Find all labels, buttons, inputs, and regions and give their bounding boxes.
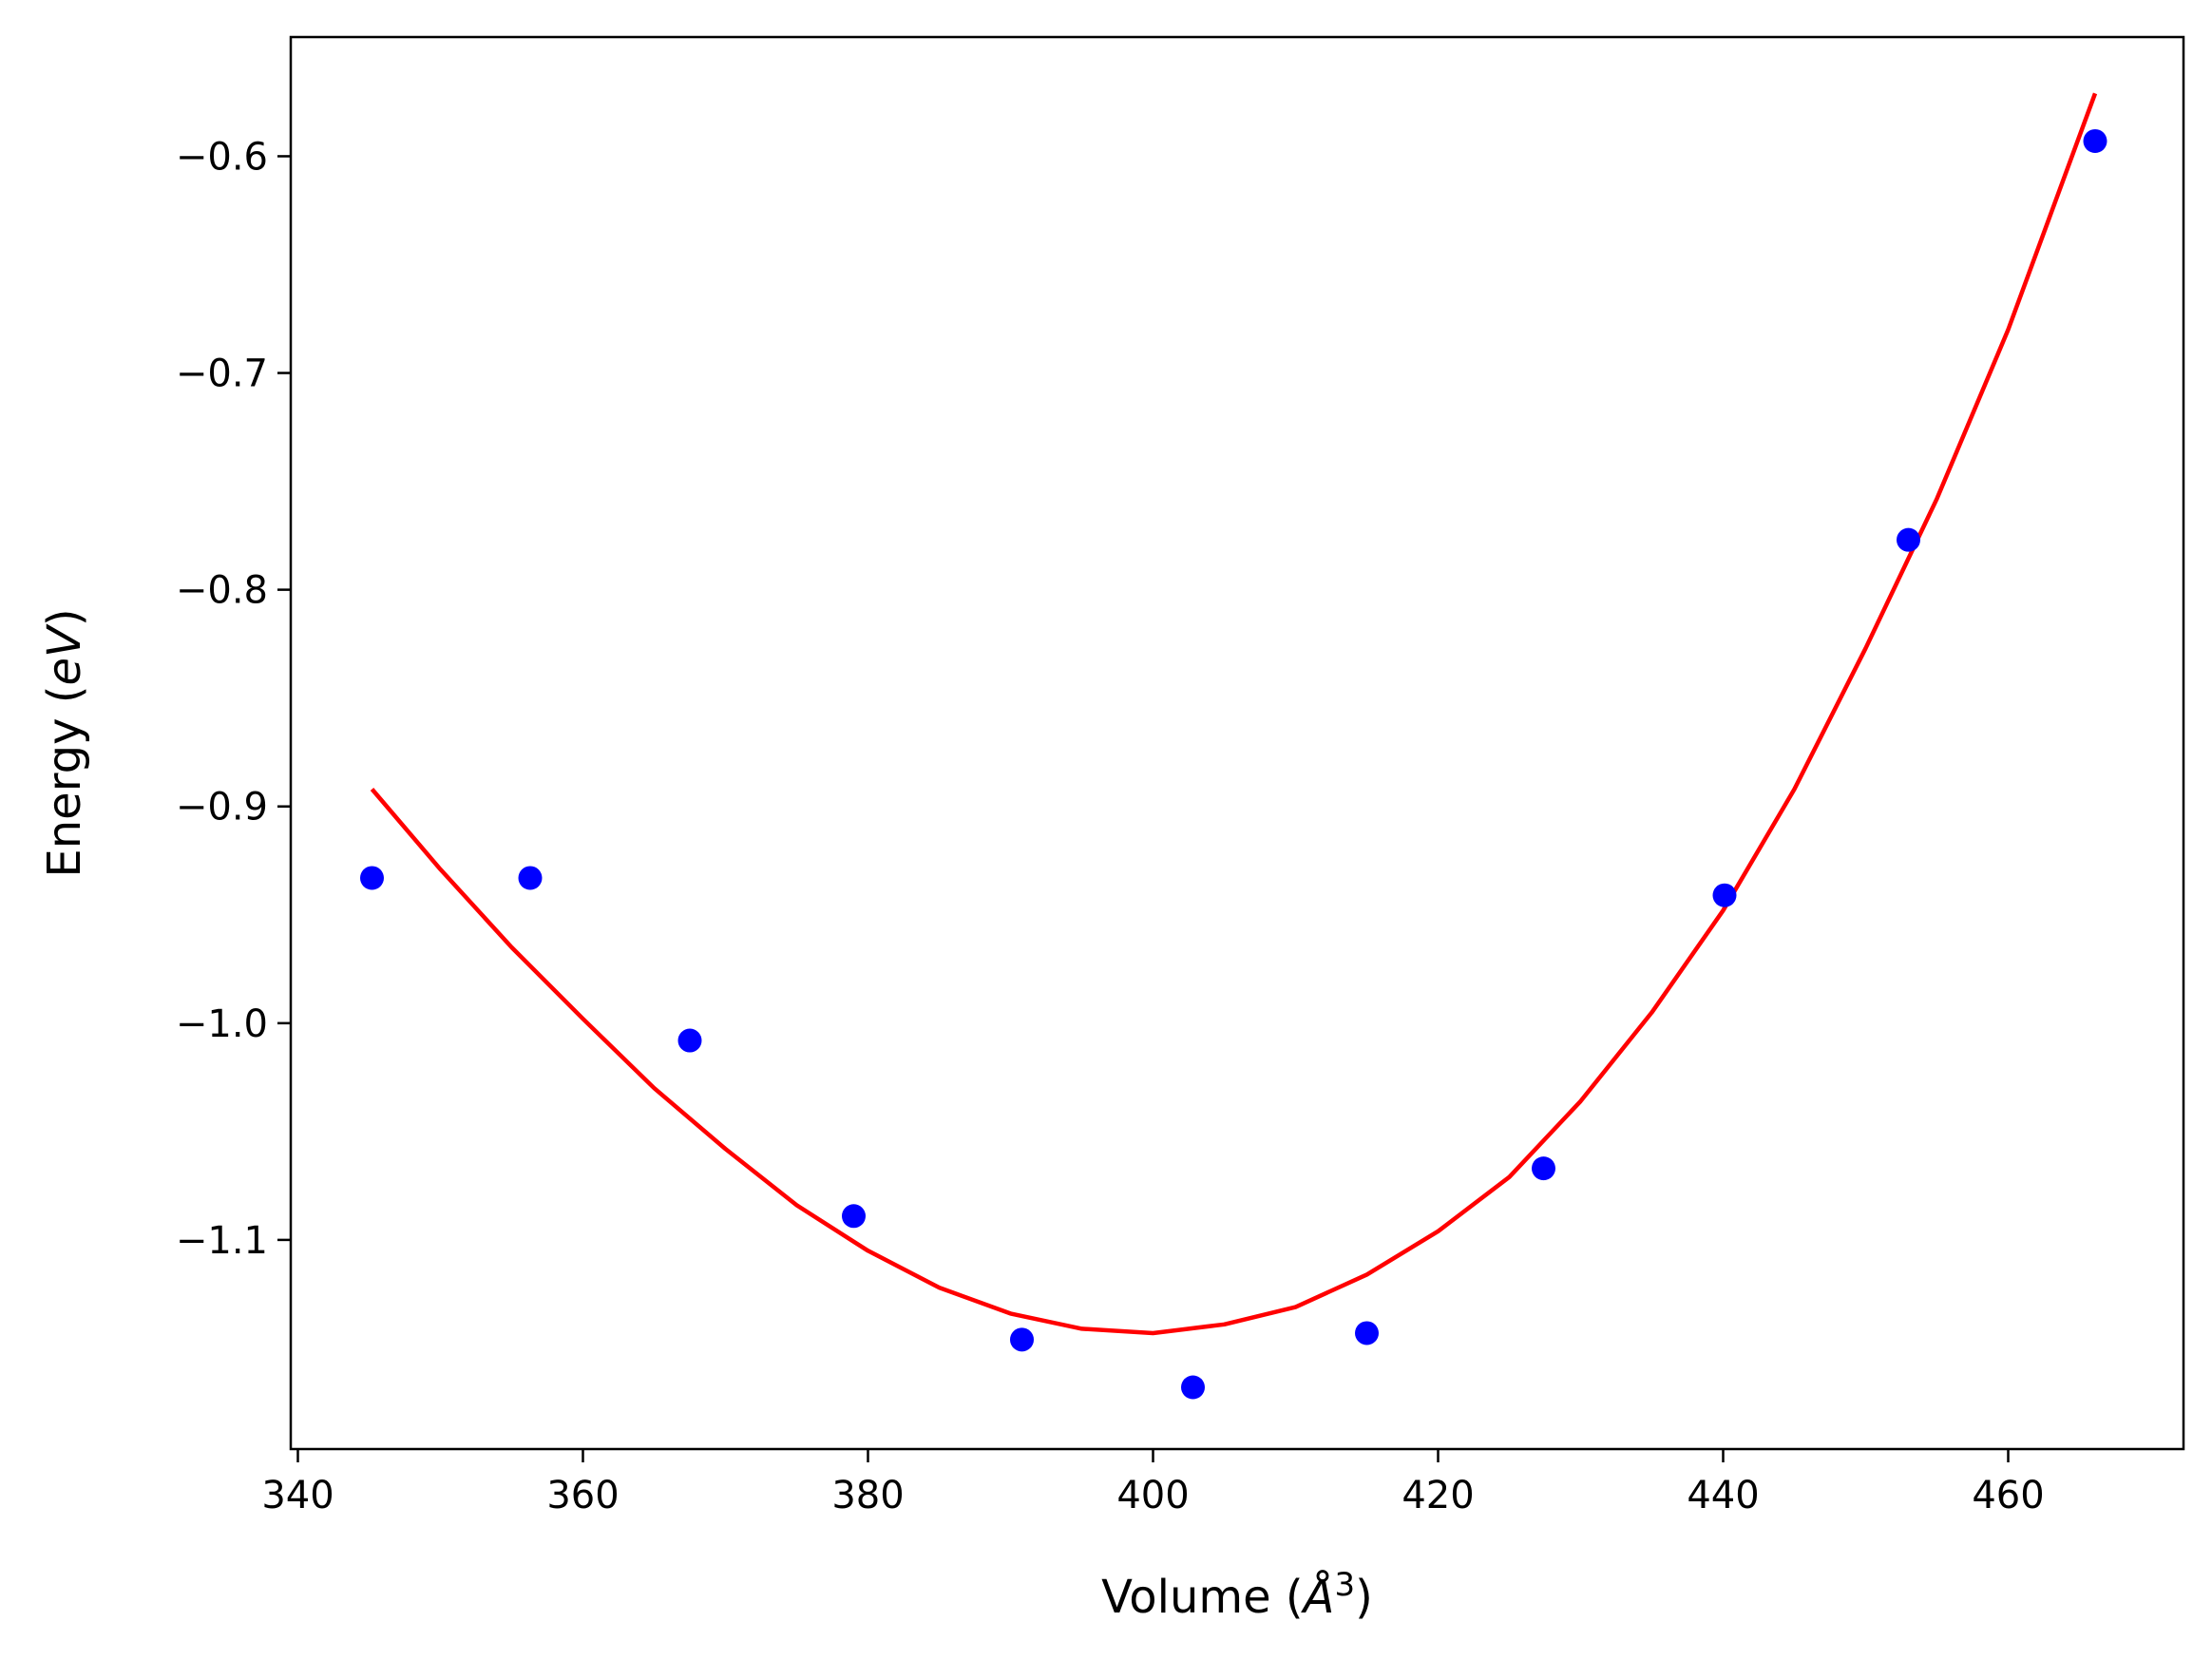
y-tick-label: −0.8 — [176, 569, 268, 613]
y-tick-label: −0.6 — [176, 135, 268, 179]
x-tick-label: 340 — [261, 1474, 334, 1517]
data-point — [518, 866, 543, 890]
y-tick-label: −1.1 — [176, 1219, 268, 1263]
y-tick-label: −1.0 — [176, 1002, 268, 1046]
data-point — [360, 866, 384, 890]
data-point — [677, 1028, 702, 1053]
data-point — [1532, 1156, 1555, 1181]
y-tick-label: −0.9 — [176, 786, 268, 830]
x-axis-label: Volume (Å3) — [1101, 1566, 1373, 1624]
data-point — [1355, 1321, 1379, 1345]
x-tick-label: 400 — [1116, 1474, 1189, 1517]
data-point — [2083, 128, 2107, 153]
x-tick-label: 460 — [1972, 1474, 2044, 1517]
x-tick-label: 440 — [1687, 1474, 1759, 1517]
y-axis-label: Energy (eV) — [38, 608, 91, 877]
y-tick-label: −0.7 — [176, 353, 268, 396]
data-point — [1010, 1327, 1034, 1352]
x-tick-label: 360 — [546, 1474, 619, 1517]
plot-frame — [289, 35, 2185, 1451]
chart-ticks: 340 360 380 400 420 440 460 −0.6 −0.7 −0.8 −0.9 −1.… — [176, 135, 2045, 1517]
data-point — [1181, 1375, 1205, 1400]
x-tick-label: 420 — [1402, 1474, 1474, 1517]
plot-area — [291, 37, 2183, 1449]
data-point — [1712, 883, 1737, 907]
x-tick-label: 380 — [831, 1474, 904, 1517]
chart-marks — [360, 92, 2107, 1400]
data-point — [1897, 527, 1920, 552]
data-point — [842, 1204, 866, 1229]
fit-line — [370, 92, 2098, 1336]
